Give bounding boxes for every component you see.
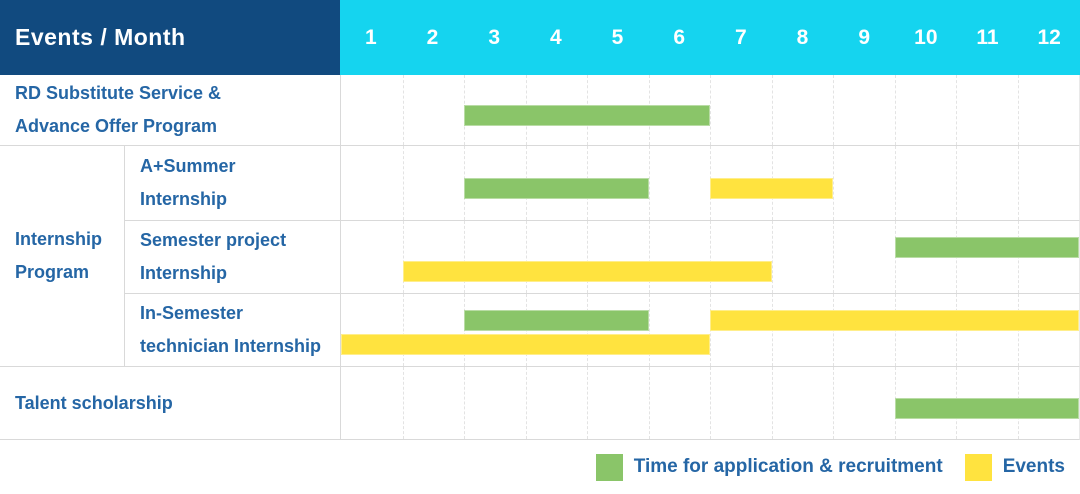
month-gridline (525, 367, 527, 439)
gantt-table: Events / Month 1 2 3 4 5 6 7 8 9 10 11 12 RD Substi… (0, 0, 1080, 440)
month-gridline (894, 75, 896, 145)
month-label: 9 (858, 25, 870, 49)
month-label: 6 (673, 25, 685, 49)
row-label-line: Talent scholarship (15, 392, 173, 413)
month-gridline (894, 146, 896, 220)
row-label-in-semester: In-Semester technician Internship (124, 294, 340, 367)
legend-label: Events (1002, 456, 1065, 477)
month-label: 11 (976, 25, 999, 49)
row-label-line: In-Semester (140, 303, 244, 323)
row-label-line: Semester project (140, 230, 287, 250)
month-label: 5 (611, 25, 624, 49)
month-gridline (710, 367, 711, 439)
group-label-line: Internship (15, 229, 103, 249)
month-gridline (771, 75, 773, 145)
gantt-bar-green (464, 178, 649, 199)
month-gridline (833, 75, 834, 145)
month-gridline (1017, 146, 1019, 220)
month-header: 1 2 3 4 5 6 7 8 9 10 11 12 (340, 0, 1080, 75)
month-gridline (1017, 75, 1019, 145)
legend-swatch-yellow (964, 453, 992, 481)
header-title-cell: Events / Month (0, 0, 340, 75)
month-gridline (648, 146, 650, 220)
row-label-semester-project: Semester project Internship (124, 221, 340, 294)
month-gridline (464, 221, 465, 293)
chart-cell-rd-substitute (340, 75, 1080, 146)
chart-cell-semester-project (340, 221, 1080, 294)
month-gridline (648, 294, 650, 366)
row-label-line: Advance Offer Program (15, 116, 218, 136)
month-gridline (464, 367, 465, 439)
row-label-rd-substitute: RD Substitute Service & Advance Offer Pr… (0, 75, 340, 146)
month-gridline (771, 367, 773, 439)
month-gridline (833, 221, 834, 293)
row-label-talent-scholarship: Talent scholarship (0, 367, 340, 440)
gantt-bar-green (464, 105, 710, 126)
month-label: 4 (549, 25, 562, 49)
gantt-bar-green (894, 398, 1079, 419)
chart-cell-talent-scholarship (340, 367, 1080, 440)
month-gridline (402, 221, 404, 293)
month-gridline (402, 294, 404, 366)
header-title: Events / Month (15, 24, 186, 50)
month-gridline (833, 146, 834, 220)
legend-item-application: Time for application & recruitment (595, 453, 943, 481)
legend-item-events: Events (964, 453, 1065, 481)
month-gridline (648, 367, 650, 439)
legend-label: Time for application & recruitment (633, 456, 943, 477)
chart-cell-a-plus-summer (340, 146, 1080, 221)
gantt-bar-yellow (710, 178, 833, 199)
month-label: 3 (488, 25, 500, 49)
month-gridline (710, 221, 711, 293)
month-label: 12 (1037, 25, 1061, 49)
legend-swatch-green (595, 453, 623, 481)
month-gridline (402, 367, 404, 439)
month-label: 2 (426, 25, 439, 49)
month-gridline (402, 75, 404, 145)
gantt-bar-green (464, 310, 649, 331)
month-label: 1 (364, 25, 377, 49)
month-gridline (833, 367, 834, 439)
row-label-line: A+Summer (140, 156, 236, 176)
month-label: 10 (914, 25, 938, 49)
gantt-bar-yellow (341, 334, 710, 355)
month-gridline (956, 146, 957, 220)
row-label-line: technician Internship (140, 336, 322, 356)
row-label-line: Internship (140, 263, 228, 283)
month-label: 8 (796, 25, 809, 49)
gantt-bar-yellow (402, 261, 772, 282)
gantt-bar-yellow (710, 310, 1079, 331)
month-gridline (771, 221, 773, 293)
row-label-line: Internship (140, 189, 228, 209)
month-gridline (587, 367, 588, 439)
month-gridline (956, 75, 957, 145)
month-gridline (587, 221, 588, 293)
group-label-internship-program: Internship Program (0, 146, 124, 367)
legend: Time for application & recruitment Event… (0, 440, 1080, 494)
month-gridline (402, 146, 404, 220)
month-gridline (525, 221, 527, 293)
group-label-line: Program (15, 262, 90, 282)
row-label-line: RD Substitute Service & (15, 83, 222, 103)
row-label-a-plus-summer: A+Summer Internship (124, 146, 340, 221)
gantt-bar-green (894, 237, 1079, 258)
month-gridline (648, 221, 650, 293)
month-label: 7 (734, 25, 747, 49)
month-gridline (710, 75, 711, 145)
chart-cell-in-semester (340, 294, 1080, 367)
